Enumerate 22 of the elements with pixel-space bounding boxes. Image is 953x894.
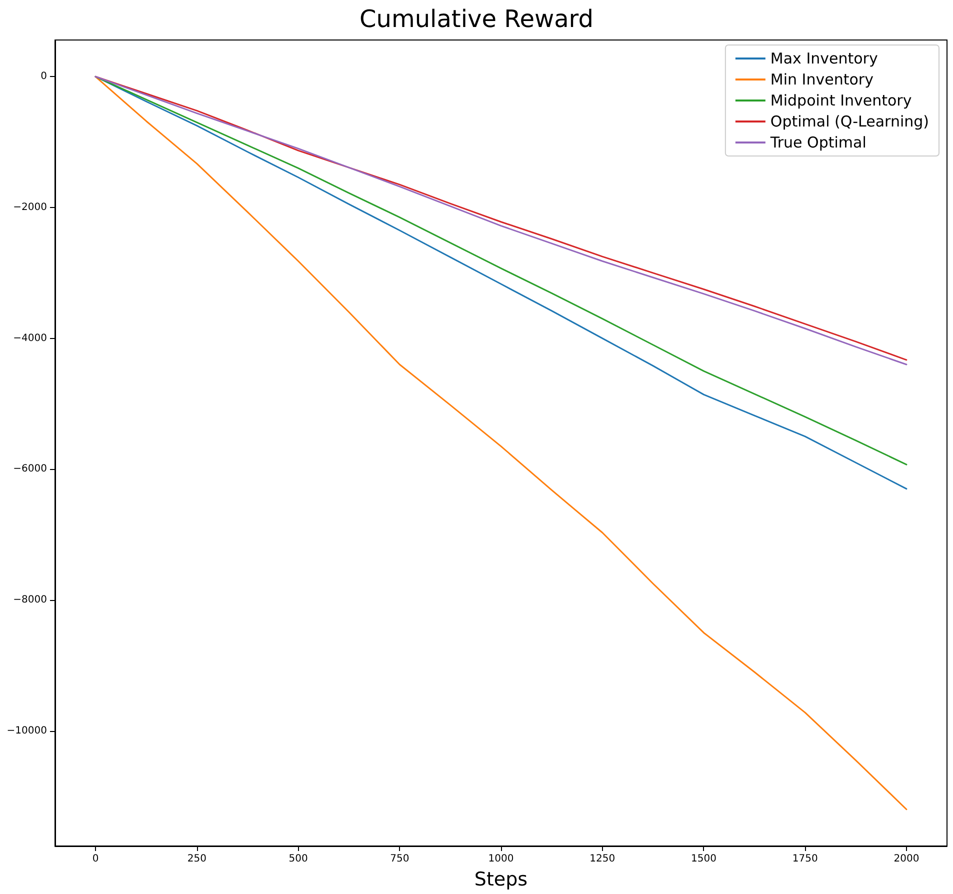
x-tick-label: 500 — [288, 854, 308, 864]
y-tick-label: −2000 — [13, 202, 47, 213]
x-tick-label: 1000 — [488, 854, 514, 864]
x-tick-label: 750 — [390, 854, 410, 864]
legend-label: True Optimal — [769, 134, 866, 152]
legend-label: Midpoint Inventory — [770, 92, 912, 110]
x-tick-label: 1250 — [590, 854, 616, 864]
y-tick-label: −10000 — [6, 725, 47, 736]
x-tick-label: 1500 — [691, 854, 716, 864]
x-tick-label: 1750 — [792, 854, 818, 864]
y-tick-label: −6000 — [13, 464, 47, 475]
x-tick-label: 2000 — [894, 854, 920, 864]
legend-label: Optimal (Q-Learning) — [770, 112, 929, 130]
y-tick-label: −8000 — [13, 594, 47, 606]
x-axis-title: Steps — [474, 868, 528, 890]
legend-label: Min Inventory — [770, 70, 874, 88]
x-tick-label: 250 — [187, 854, 206, 864]
chart-title: Cumulative Reward — [360, 5, 594, 33]
legend-label: Max Inventory — [770, 50, 878, 68]
y-tick-label: 0 — [40, 71, 47, 82]
y-tick-label: −4000 — [13, 332, 47, 344]
x-tick-label: 0 — [92, 854, 99, 864]
